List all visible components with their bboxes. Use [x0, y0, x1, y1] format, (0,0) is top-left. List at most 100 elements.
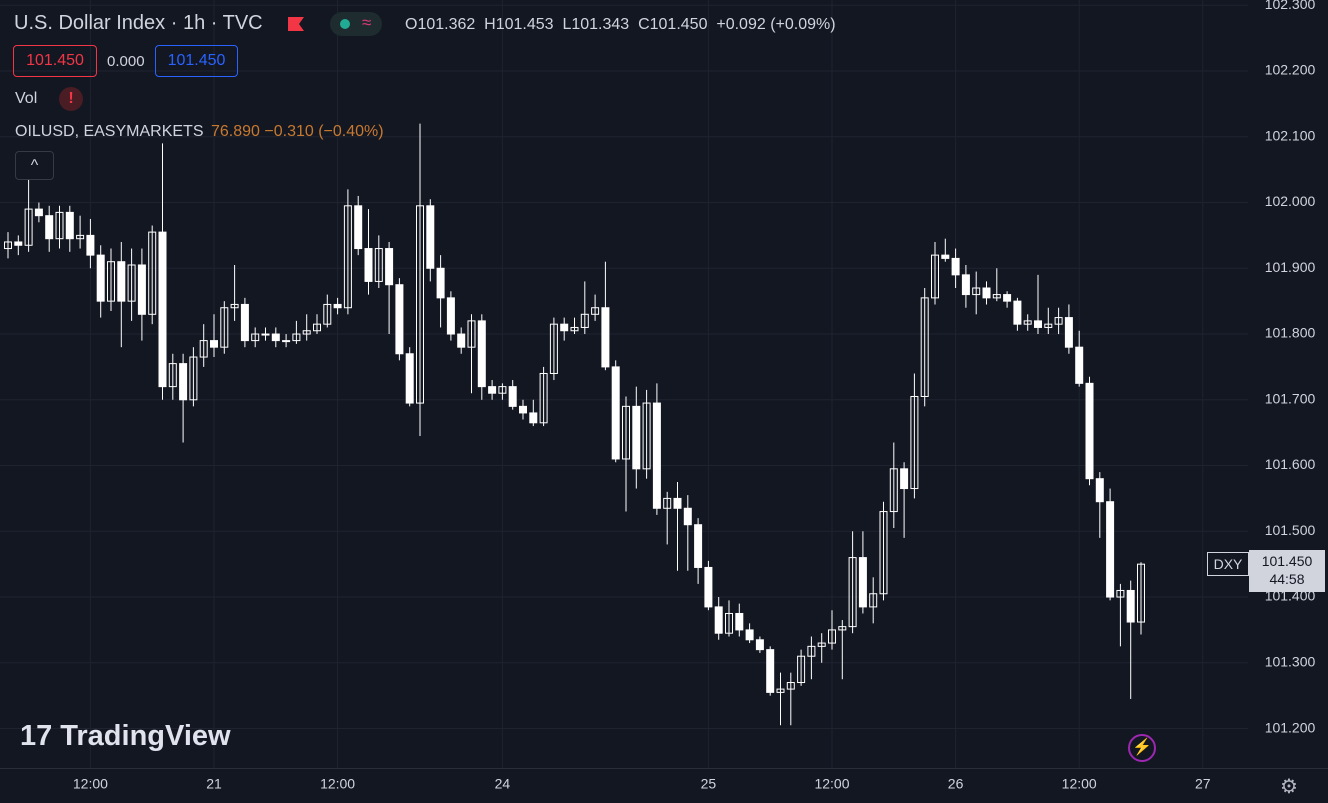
price-label-symbol: DXY: [1207, 552, 1249, 577]
settings-button[interactable]: ⚙: [1280, 776, 1298, 798]
candle-body: [961, 274, 970, 296]
candle-body: [519, 405, 527, 414]
candle-body: [395, 284, 404, 355]
candle-body: [96, 254, 105, 302]
watermark: 17 TradingView: [20, 720, 231, 752]
candle-body: [570, 326, 579, 332]
flag-icon[interactable]: [287, 16, 305, 32]
spread: 0.000: [107, 53, 145, 70]
price-label-value: 101.450 44:58: [1249, 550, 1325, 593]
symbol-title[interactable]: U.S. Dollar Index · 1h · TVC: [14, 12, 263, 34]
y-tick-label: 101.500: [1265, 522, 1316, 538]
candle-body: [127, 264, 136, 302]
candle-body: [858, 557, 867, 608]
sell-button[interactable]: 101.450: [13, 45, 97, 77]
x-tick-label: 21: [206, 776, 222, 792]
candle-body: [591, 307, 600, 315]
candle-body: [652, 402, 661, 509]
collapse-button[interactable]: ^: [15, 151, 54, 180]
x-tick-label: 25: [701, 776, 717, 792]
candle-body: [951, 257, 960, 276]
x-tick-label: 27: [1195, 776, 1211, 792]
candle-body: [920, 297, 929, 397]
candle-body: [117, 261, 126, 302]
vol-warning[interactable]: !: [59, 87, 83, 111]
compare-symbol[interactable]: OILUSD, EASYMARKETS: [15, 123, 204, 140]
candle-body: [457, 333, 466, 348]
lightning-button[interactable]: ⚡: [1128, 734, 1156, 762]
candle-body: [529, 412, 538, 424]
vol-label[interactable]: Vol: [15, 90, 38, 107]
candle-body: [76, 234, 85, 240]
candle-body: [817, 642, 826, 647]
candle-body: [941, 254, 950, 259]
candle-body: [137, 264, 146, 315]
candle-body: [1044, 323, 1053, 328]
candle-body: [992, 294, 1001, 299]
candle-body: [549, 323, 558, 374]
low-text: L101.343: [562, 16, 630, 33]
candle-body: [364, 248, 373, 282]
candle-body: [972, 287, 981, 296]
candle-body: [4, 241, 12, 250]
candle-body: [642, 402, 651, 470]
candle-body: [354, 205, 363, 250]
candle-body: [838, 626, 847, 631]
candle-body: [168, 363, 177, 388]
candle-body: [34, 208, 43, 217]
change-text: +0.092 (+0.09%): [716, 16, 836, 33]
candle-body: [220, 307, 229, 348]
candle-body: [755, 639, 764, 651]
candle-body: [477, 320, 486, 388]
candle-body: [632, 405, 641, 470]
status-toggle[interactable]: ≈: [330, 12, 382, 36]
candle-body: [560, 323, 569, 332]
candle-body: [539, 372, 548, 424]
candle-body: [199, 340, 208, 358]
candle-body: [776, 688, 785, 693]
x-tick-label: 24: [495, 776, 511, 792]
candle-body: [282, 340, 291, 343]
candle-body: [148, 231, 157, 315]
candle-body: [879, 511, 888, 595]
candle-body: [1064, 317, 1073, 348]
candle-body: [230, 303, 239, 309]
candle-body: [210, 340, 218, 348]
candle-body: [55, 211, 64, 240]
candle-body: [302, 330, 311, 335]
candle-body: [601, 307, 610, 368]
candle-body: [735, 612, 744, 631]
candle-body: [261, 333, 270, 336]
candle-body: [910, 395, 919, 490]
price-label: DXY 101.450 44:58: [1207, 550, 1325, 593]
y-tick-label: 102.200: [1265, 62, 1316, 78]
y-tick-label: 102.000: [1265, 193, 1316, 209]
candle-body: [271, 333, 280, 342]
candle-body: [982, 287, 991, 299]
candle-body: [343, 205, 352, 309]
candle-body: [436, 267, 445, 299]
x-tick-label: 26: [948, 776, 964, 792]
candle-body: [1085, 382, 1094, 480]
candle-body: [683, 507, 692, 526]
candle-body: [714, 606, 723, 634]
x-tick-label: 12:00: [73, 776, 108, 792]
candle-body: [725, 612, 733, 634]
countdown: 44:58: [1269, 571, 1305, 588]
candle-body: [1106, 501, 1115, 598]
y-tick-label: 101.700: [1265, 390, 1316, 406]
candle-body: [158, 231, 167, 388]
candle-body: [931, 254, 939, 299]
candle-body: [374, 248, 383, 282]
candle-body: [86, 234, 95, 256]
candle-body: [24, 208, 33, 246]
buy-button[interactable]: 101.450: [155, 45, 238, 77]
last-price: 101.450: [1261, 553, 1313, 570]
candle-body: [416, 205, 424, 404]
candle-body: [240, 303, 249, 342]
candle-body: [179, 363, 188, 401]
candle-body: [488, 386, 497, 394]
candle-body: [704, 566, 713, 608]
candle-body: [848, 557, 857, 628]
